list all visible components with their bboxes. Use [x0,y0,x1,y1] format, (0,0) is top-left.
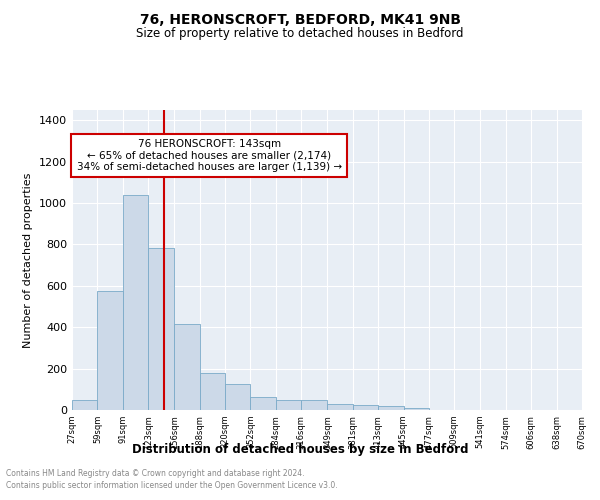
Bar [225,384,250,410]
Text: Distribution of detached houses by size in Bedford: Distribution of detached houses by size … [132,442,468,456]
Text: Size of property relative to detached houses in Bedford: Size of property relative to detached ho… [136,28,464,40]
Bar [301,400,328,410]
Text: Contains public sector information licensed under the Open Government Licence v3: Contains public sector information licen… [6,481,338,490]
Text: 76 HERONSCROFT: 143sqm
← 65% of detached houses are smaller (2,174)
34% of semi-: 76 HERONSCROFT: 143sqm ← 65% of detached… [77,139,342,172]
Bar [378,406,404,410]
Bar [328,404,353,410]
Bar [404,408,429,410]
Bar [200,373,225,410]
Y-axis label: Number of detached properties: Number of detached properties [23,172,34,348]
Bar [250,397,276,410]
Text: 76, HERONSCROFT, BEDFORD, MK41 9NB: 76, HERONSCROFT, BEDFORD, MK41 9NB [139,12,461,26]
Bar [276,400,301,410]
Bar [97,291,123,410]
Text: Contains HM Land Registry data © Crown copyright and database right 2024.: Contains HM Land Registry data © Crown c… [6,468,305,477]
Bar [353,405,378,410]
Bar [72,400,97,410]
Bar [175,324,200,410]
Bar [123,195,148,410]
Bar [148,248,175,410]
